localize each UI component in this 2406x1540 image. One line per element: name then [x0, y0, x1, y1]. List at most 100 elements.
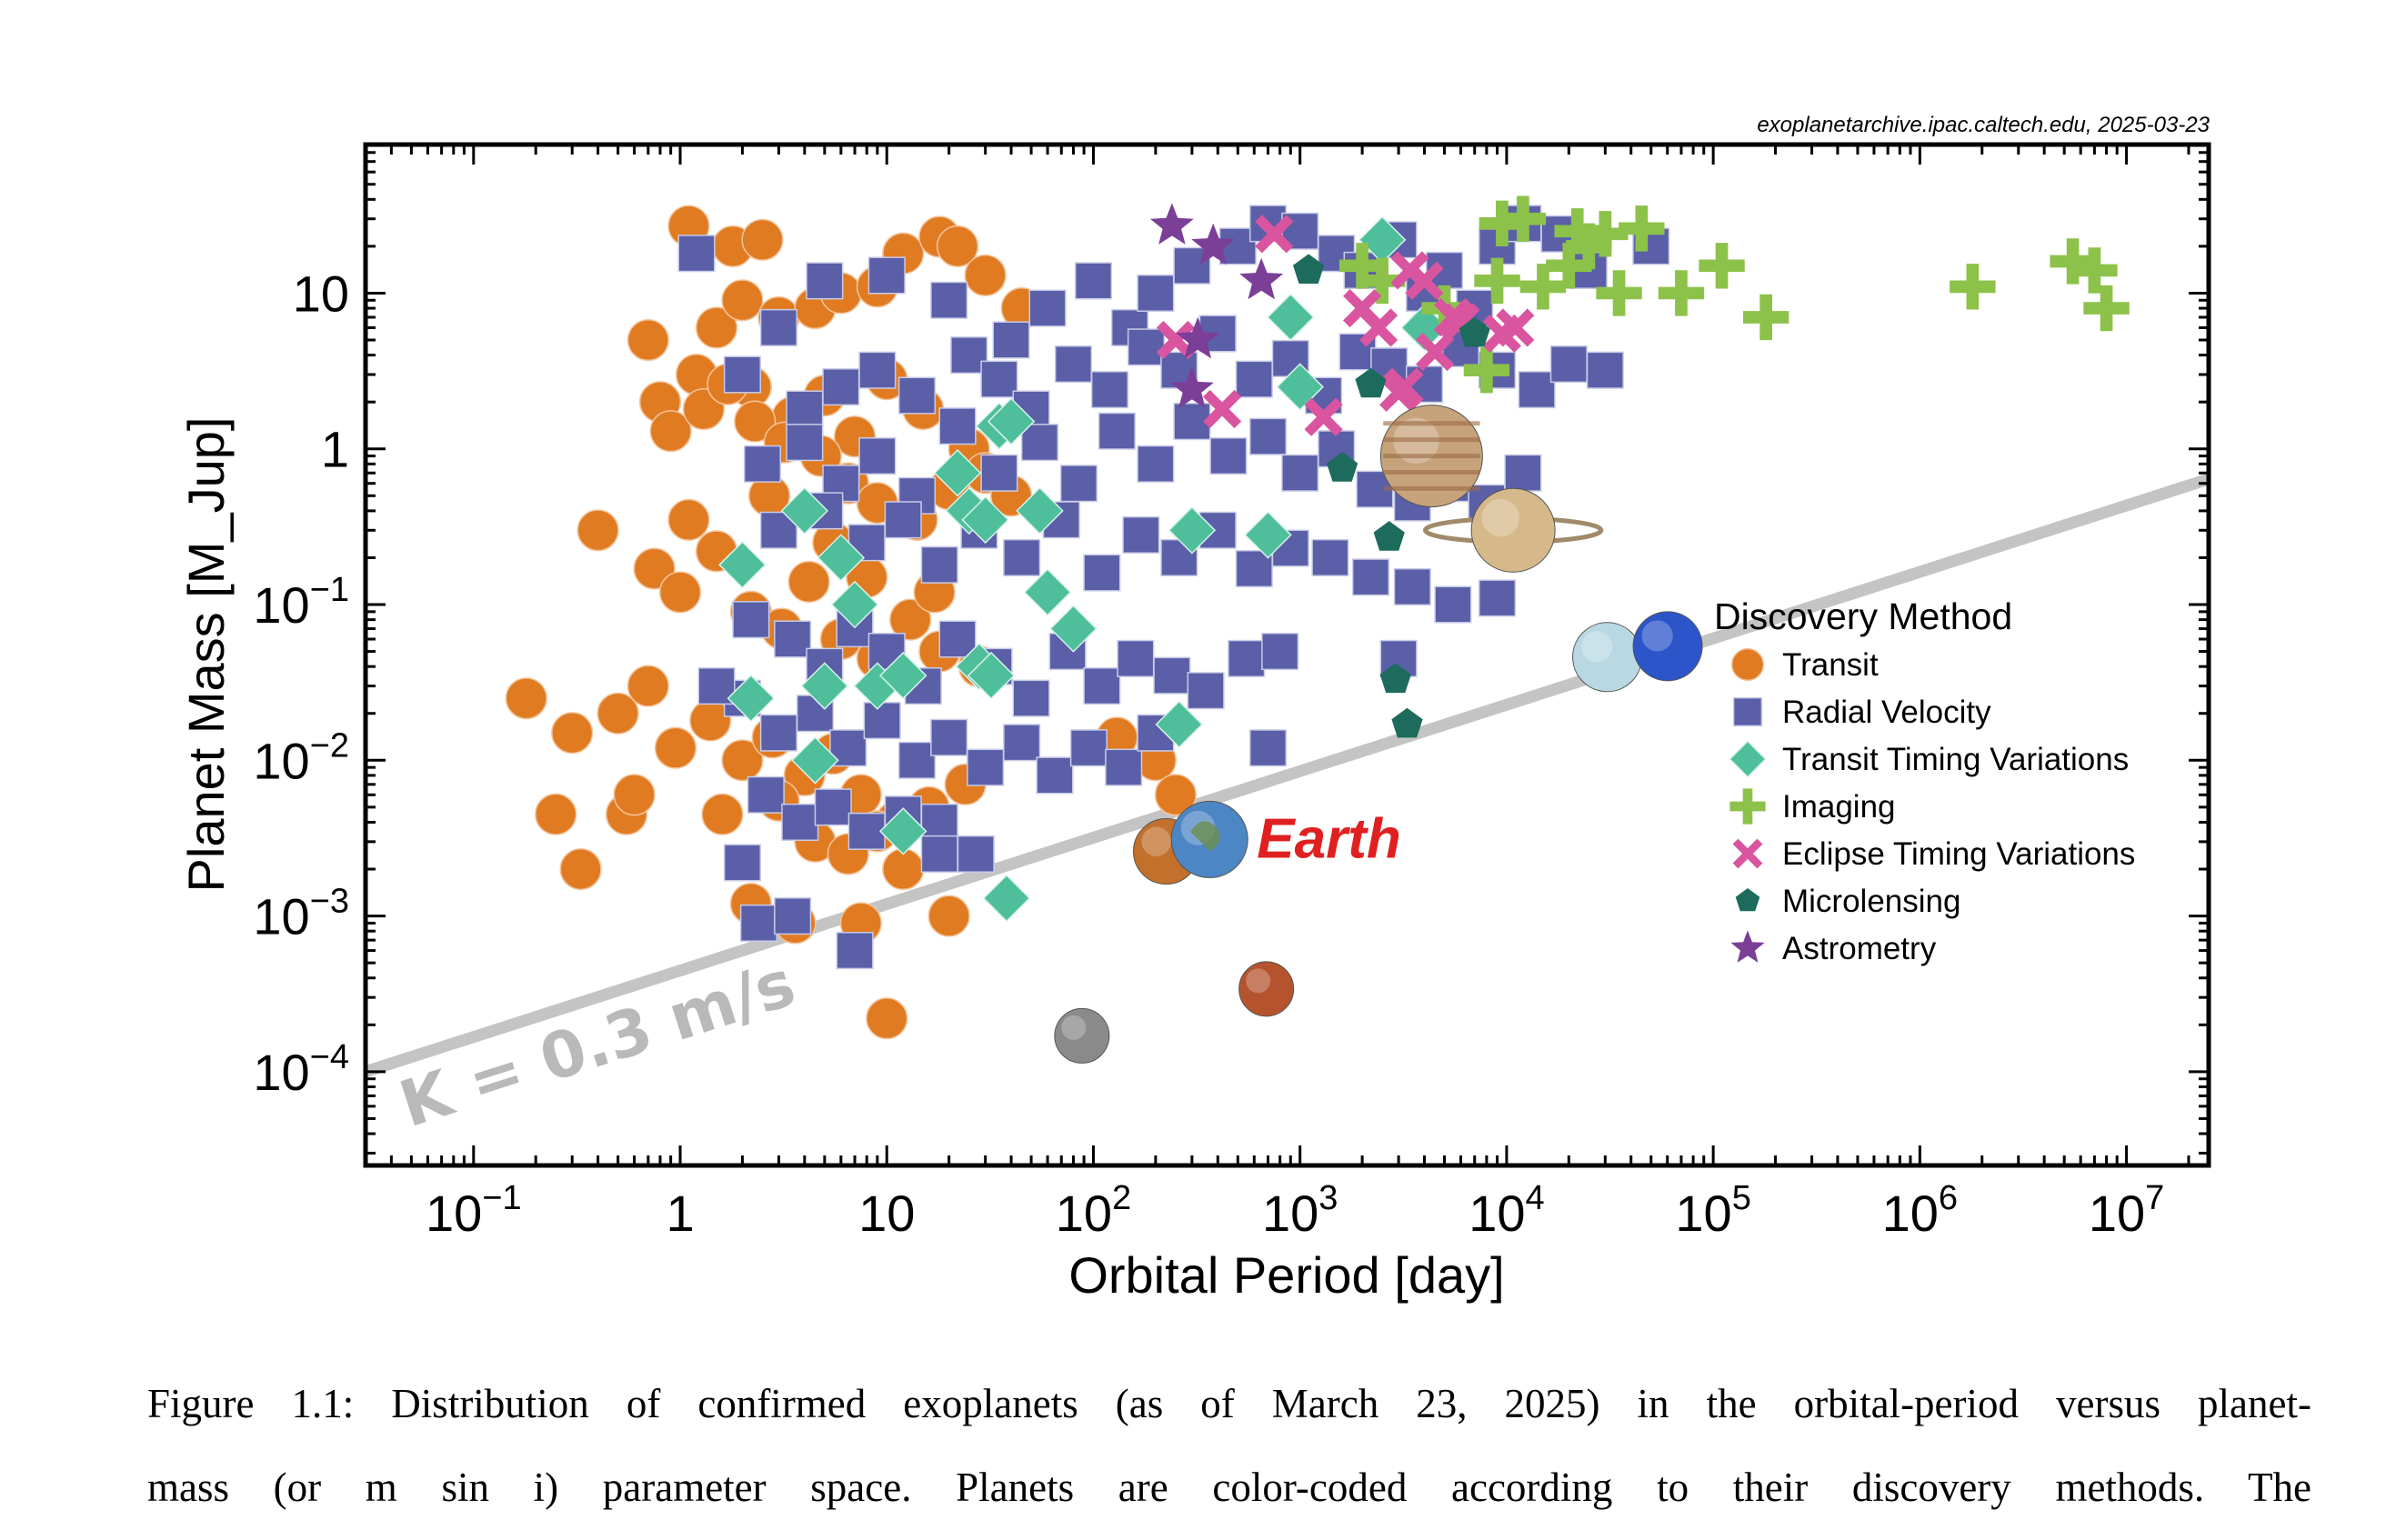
radial-velocity-point	[814, 788, 852, 826]
radial-velocity-point	[897, 376, 937, 415]
radial-velocity-point	[1122, 515, 1160, 554]
radial-velocity-point	[867, 256, 906, 295]
radial-velocity-point	[1586, 351, 1624, 389]
radial-velocity-point	[723, 844, 761, 882]
x-axis-title: Orbital Period [day]	[1068, 1246, 1504, 1304]
transit-timing-variations-point	[967, 651, 1016, 700]
radial-velocity-point	[1117, 639, 1155, 677]
transit-point	[927, 895, 970, 937]
caption-line-1: Figure 1.1: Distribution of confirmed ex…	[147, 1381, 2311, 1426]
y-tick-label: 1	[321, 421, 349, 478]
legend-label: Eclipse Timing Variations	[1782, 836, 2135, 872]
radial-velocity-point	[759, 308, 797, 346]
transit-timing-variations-point	[987, 397, 1036, 445]
radial-velocity-point	[1137, 274, 1175, 312]
imaging-point	[1499, 195, 1547, 242]
transit-timing-variations-point	[830, 580, 879, 629]
legend-label: Microlensing	[1782, 884, 1960, 919]
imaging-point	[2071, 247, 2118, 294]
planet-highlight	[1641, 620, 1673, 652]
radial-velocity-point	[1209, 437, 1248, 475]
planet-highlight	[1481, 498, 1520, 537]
radial-velocity-point	[1074, 262, 1113, 300]
transit-timing-variations-point	[718, 541, 767, 589]
radial-velocity-point	[1478, 579, 1517, 617]
axis-ticks	[364, 143, 2209, 1165]
transit-timing-variations-point	[982, 874, 1031, 923]
x-tick-label: 107	[2089, 1179, 2164, 1242]
radial-velocity-point	[1187, 672, 1225, 710]
y-tick-label: 10−1	[253, 571, 349, 634]
k-limit-line	[366, 473, 2209, 1078]
figure-caption: Figure 1.1: Distribution of confirmed ex…	[147, 1362, 2311, 1529]
transit-timing-variations-point	[1049, 605, 1098, 653]
radial-velocity-point	[858, 437, 897, 475]
radial-velocity-point	[967, 748, 1005, 786]
imaging-point	[2050, 238, 2096, 285]
transit-point	[551, 712, 594, 755]
x-tick-label: 104	[1469, 1179, 1544, 1242]
transit-point	[721, 279, 764, 322]
transit-timing-variations-point	[817, 534, 866, 582]
microlensing-point	[1459, 316, 1490, 347]
microlensing-point	[1327, 452, 1358, 482]
legend-label: Astrometry	[1782, 931, 1937, 966]
planet-earth: Earth	[1170, 800, 1401, 878]
legend-label: Transit Timing Variations	[1782, 742, 2129, 777]
y-tick-label: 10−3	[253, 883, 349, 945]
radial-velocity-point	[1393, 567, 1431, 606]
imaging-point	[2083, 285, 2130, 332]
planet-disk	[1238, 961, 1295, 1017]
x-tick-label: 10	[858, 1185, 915, 1242]
legend-marker	[1735, 888, 1760, 912]
radial-velocity-point	[1281, 454, 1319, 492]
transit-timing-variations-point	[933, 449, 982, 497]
x-tick-label: 10−1	[426, 1179, 522, 1242]
legend-marker	[1729, 788, 1766, 825]
transit-point	[1154, 774, 1197, 816]
transit-point	[701, 793, 744, 835]
data-points	[505, 195, 2130, 1040]
eclipse-timing-variations-point	[1304, 397, 1343, 436]
radial-velocity-point	[938, 620, 977, 658]
radial-velocity-point	[863, 702, 901, 740]
radial-velocity-point	[743, 445, 782, 483]
radial-velocity-point	[920, 545, 958, 584]
radial-velocity-point	[1090, 371, 1129, 409]
transit-timing-variations-point	[727, 674, 776, 723]
transit-point	[535, 793, 577, 835]
radial-velocity-point	[1020, 424, 1059, 462]
transit-point	[721, 739, 764, 782]
radial-velocity-point	[897, 741, 937, 779]
planet-disk	[1054, 1007, 1110, 1064]
radial-velocity-point	[1228, 639, 1266, 677]
transit-point	[936, 225, 979, 267]
transit-point	[667, 498, 710, 541]
y-tick-label: 10−4	[253, 1038, 349, 1101]
eclipse-timing-variations-point	[1202, 389, 1242, 429]
legend-item-microlensing: Microlensing	[1735, 884, 1960, 919]
legend-item-transit-timing-variations: Transit Timing Variations	[1729, 740, 2129, 778]
legend-label: Radial Velocity	[1782, 695, 1991, 730]
transit-timing-variations-point	[1276, 363, 1324, 411]
legend-marker	[1730, 930, 1765, 963]
transit-timing-variations-point	[961, 495, 1009, 545]
microlensing-point	[1373, 521, 1405, 551]
plot-area: K = 0.3 m/s Earth	[366, 195, 2209, 1142]
planet-jupiter	[1379, 405, 1483, 508]
x-tick-label: 103	[1262, 1179, 1338, 1242]
transit-point	[576, 509, 619, 552]
transit-timing-variations-point	[791, 736, 839, 785]
series-imaging	[1338, 195, 2130, 394]
x-tick-label: 106	[1882, 1179, 1958, 1242]
transit-point	[627, 318, 669, 362]
eclipse-timing-variations-point	[1358, 308, 1398, 347]
plot-frame	[363, 142, 2211, 1168]
radial-velocity-point	[957, 835, 995, 873]
radial-velocity-point	[781, 803, 819, 842]
imaging-point	[1474, 257, 1520, 305]
radial-velocity-point	[1012, 679, 1050, 717]
radial-velocity-point	[1434, 585, 1472, 624]
radial-velocity-point	[1504, 454, 1542, 492]
radial-velocity-point	[1083, 554, 1121, 592]
